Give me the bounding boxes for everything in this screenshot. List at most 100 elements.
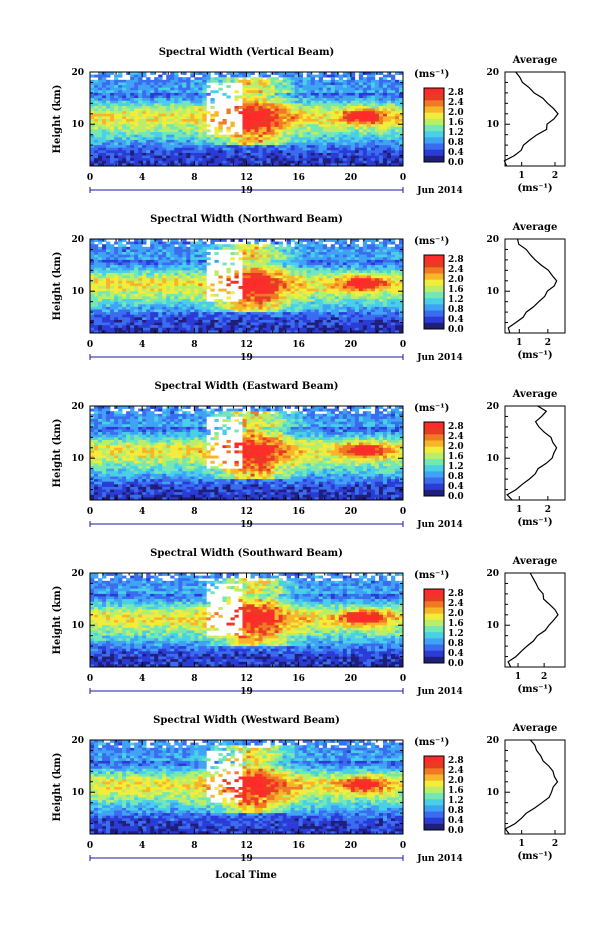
heatmap-cell — [250, 304, 255, 308]
heatmap-cell — [306, 304, 311, 308]
heatmap-cell — [322, 92, 328, 96]
heatmap-cell — [330, 280, 336, 284]
heatmap-cell — [314, 155, 320, 159]
heatmap-cell — [178, 291, 183, 295]
heatmap-cell — [334, 119, 340, 122]
heatmap-cell — [390, 265, 396, 269]
heatmap-cell — [330, 291, 336, 295]
heatmap-cell — [266, 137, 271, 141]
heatmap-cell — [278, 270, 283, 274]
heatmap-cell — [394, 254, 400, 258]
heatmap-cell — [94, 103, 99, 107]
heatmap-cell — [114, 147, 119, 151]
heatmap-cell — [294, 132, 299, 135]
heatmap-cell — [190, 152, 195, 156]
heatmap-cell — [130, 129, 135, 133]
heatmap-cell — [102, 272, 107, 276]
heatmap-cell — [158, 288, 163, 292]
heatmap-cell — [246, 85, 251, 88]
heatmap-cell — [142, 160, 147, 164]
heatmap-cell — [398, 90, 404, 94]
heatmap-cell — [162, 155, 167, 159]
heatmap-cell — [186, 92, 191, 96]
heatmap-cell — [382, 113, 388, 117]
heatmap-cell — [338, 309, 344, 313]
heatmap-cell — [274, 163, 279, 167]
heatmap-cell — [350, 100, 356, 104]
heatmap-cell — [114, 85, 119, 88]
heatmap-cell — [202, 139, 207, 143]
heatmap-cell — [150, 116, 155, 120]
heatmap-cell — [318, 244, 324, 248]
heatmap-cell — [394, 142, 400, 146]
heatmap-cell — [214, 132, 219, 135]
heatmap-cell — [254, 134, 259, 138]
heatmap-cell — [270, 92, 275, 96]
heatmap-cell — [118, 142, 123, 146]
heatmap-cell — [166, 108, 171, 112]
heatmap-cell — [242, 304, 247, 308]
heatmap-cell — [274, 129, 279, 133]
heatmap-cell — [98, 105, 103, 109]
heatmap-cell — [114, 74, 119, 78]
heatmap-cell — [294, 74, 299, 78]
heatmap-cell — [262, 296, 267, 300]
heatmap-cell — [254, 312, 259, 316]
heatmap-cell — [118, 301, 123, 305]
heatmap-cell — [186, 252, 191, 255]
heatmap-cell — [118, 319, 123, 323]
heatmap-cell — [150, 314, 155, 318]
heatmap-cell — [106, 129, 111, 133]
heatmap-cell — [222, 92, 227, 96]
heatmap-cell — [314, 126, 320, 130]
heatmap-cell — [318, 288, 324, 292]
heatmap-cell — [350, 134, 356, 138]
heatmap-cell — [258, 90, 263, 94]
heatmap-cell — [190, 270, 195, 274]
heatmap-cell — [266, 121, 271, 125]
heatmap-cell — [398, 304, 404, 308]
heatmap-cell — [298, 145, 303, 149]
heatmap-cell — [326, 275, 332, 279]
heatmap-cell — [398, 288, 404, 292]
heatmap-cell — [130, 124, 135, 128]
heatmap-cell — [354, 262, 360, 266]
heatmap-cell — [150, 139, 155, 143]
heatmap-cell — [166, 139, 171, 143]
heatmap-cell — [334, 283, 340, 287]
heatmap-cell — [306, 306, 311, 310]
heatmap-cell — [278, 158, 283, 162]
heatmap-cell — [110, 249, 115, 253]
heatmap-cell — [162, 92, 167, 96]
heatmap-cell — [310, 113, 316, 117]
heatmap-cell — [318, 252, 324, 255]
heatmap-cell — [322, 317, 328, 321]
heatmap-cell — [394, 160, 400, 164]
heatmap-cell — [178, 301, 183, 305]
heatmap-cell — [366, 82, 372, 86]
heatmap-cell — [162, 79, 167, 83]
month-label: Jun 2014 — [416, 186, 463, 196]
heatmap-cell — [126, 79, 131, 83]
heatmap-cell — [158, 239, 163, 242]
heatmap-cell — [362, 283, 368, 287]
heatmap-cell — [114, 319, 119, 323]
heatmap-cell — [150, 145, 155, 149]
heatmap-cell — [262, 139, 267, 143]
heatmap-cell — [158, 314, 163, 318]
heatmap-cell — [322, 126, 328, 130]
heatmap-cell — [114, 98, 119, 102]
heatmap-cell — [182, 259, 187, 263]
heatmap-cell — [114, 293, 119, 297]
heatmap-cell — [302, 85, 307, 88]
heatmap-cell — [386, 95, 392, 99]
heatmap-cell — [230, 309, 235, 313]
heatmap-cell — [286, 116, 291, 120]
heatmap-cell — [282, 72, 287, 75]
heatmap-cell — [254, 319, 259, 323]
heatmap-cell — [286, 147, 291, 151]
heatmap-cell — [126, 129, 131, 133]
heatmap-cell — [386, 246, 392, 250]
heatmap-cell — [190, 283, 195, 287]
heatmap-cell — [98, 275, 103, 279]
